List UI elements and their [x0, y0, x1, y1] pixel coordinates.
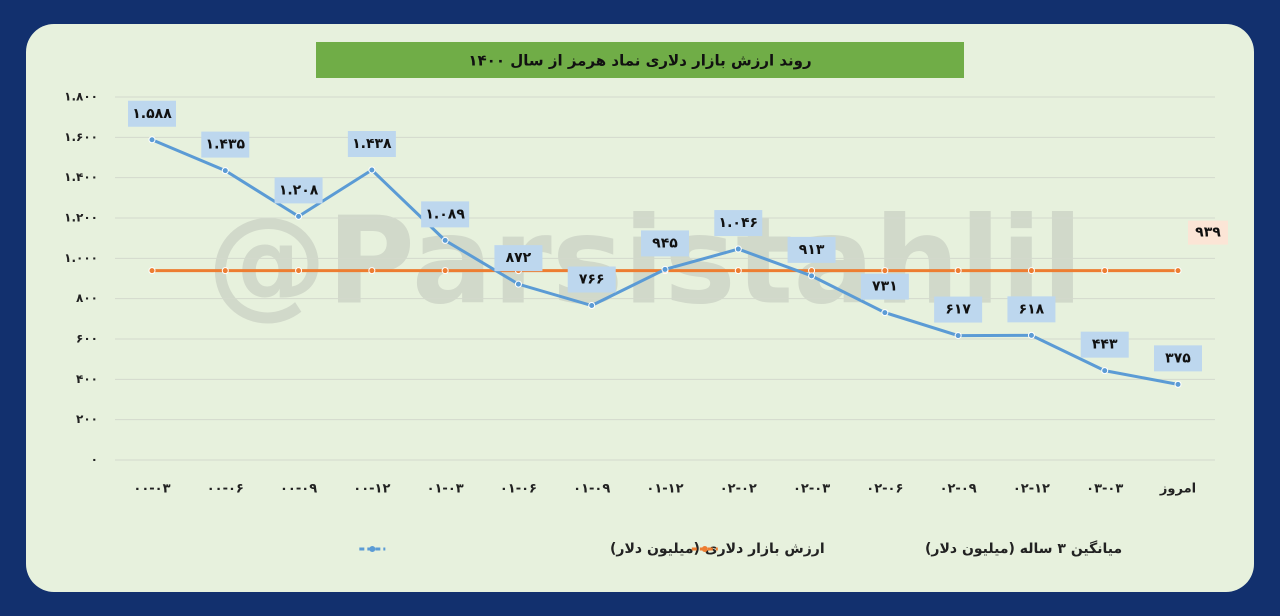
- label-box: [714, 210, 763, 237]
- y-tick-label: ۱.۸۰۰: [64, 90, 98, 104]
- point: [221, 267, 229, 275]
- y-tick-label: ۲۰۰: [76, 412, 98, 426]
- y-tick-label: ۸۰۰: [76, 291, 98, 305]
- legend-dot: [701, 546, 708, 552]
- point: [368, 267, 376, 275]
- x-tick-label: ۰۲-۰۳: [793, 482, 830, 497]
- x-tick-label: ۰۲-۰۹: [940, 482, 977, 497]
- point: [148, 136, 156, 144]
- point: [295, 212, 303, 220]
- point: [1174, 267, 1182, 275]
- label-box: [201, 131, 250, 158]
- y-tick-label: ۰: [91, 453, 98, 467]
- data-label: ۱.۴۳۵: [206, 137, 246, 153]
- x-tick-label: ۰۱-۰۹: [573, 482, 610, 497]
- point: [954, 267, 962, 275]
- point: [295, 267, 303, 275]
- data-label: ۷۳۱: [872, 279, 898, 295]
- legend-label: میانگین ۳ ساله (میلیون دلار): [925, 540, 1122, 557]
- point: [1027, 267, 1035, 275]
- y-tick-label: ۱.۴۰۰: [64, 170, 98, 184]
- label-box: [567, 266, 616, 293]
- point: [148, 267, 156, 275]
- label-box: [1080, 331, 1129, 358]
- label-box: [641, 230, 689, 257]
- x-tick-label: ۰۲-۰۶: [866, 482, 903, 497]
- x-tick-label: ۰۰-۱۲: [353, 482, 390, 497]
- data-label: ۱.۴۳۸: [352, 136, 392, 152]
- chart-title: روند ارزش بازار دلاری نماد هرمز از سال ۱…: [468, 52, 811, 70]
- x-tick-label: ۰۱-۱۲: [646, 482, 683, 497]
- label-box: [1188, 220, 1228, 245]
- label-box: [934, 296, 983, 323]
- data-label: ۹۱۳: [799, 242, 825, 258]
- panel: [26, 24, 1254, 592]
- x-tick-label: ۰۰-۰۳: [133, 482, 170, 497]
- y-tick-label: ۱.۰۰۰: [64, 251, 98, 265]
- x-tick-label: امروز: [1159, 482, 1196, 497]
- label-box: [1007, 296, 1056, 323]
- data-label: ۴۴۳: [1092, 337, 1118, 353]
- point: [808, 272, 816, 280]
- label-box: [494, 245, 543, 272]
- point: [734, 267, 742, 275]
- point: [734, 245, 742, 253]
- x-tick-label: ۰۳-۰۳: [1086, 482, 1123, 497]
- x-tick-label: ۰۱-۰۳: [427, 482, 464, 497]
- data-label: ۱.۲۰۸: [279, 182, 319, 198]
- y-tick-label: ۶۰۰: [76, 332, 98, 346]
- x-tick-label: ۰۰-۰۶: [207, 482, 244, 497]
- x-tick-label: ۰۰-۰۹: [280, 482, 317, 497]
- y-tick-label: ۴۰۰: [76, 372, 98, 386]
- y-tick-label: ۱.۶۰۰: [64, 130, 98, 144]
- point: [441, 236, 449, 244]
- point: [881, 267, 889, 275]
- data-label: ۳۷۵: [1165, 350, 1191, 366]
- point: [954, 332, 962, 340]
- legend-dot: [369, 546, 376, 552]
- data-label: ۶۱۸: [1019, 301, 1045, 317]
- data-label: ۹۳۹: [1195, 225, 1221, 241]
- point: [1174, 380, 1182, 388]
- point: [1101, 367, 1109, 375]
- point: [441, 267, 449, 275]
- data-label: ۸۷۲: [506, 250, 532, 266]
- data-label: ۷۶۶: [579, 272, 605, 288]
- data-label: ۱.۰۸۹: [425, 206, 465, 222]
- data-label: ۱.۵۸۸: [132, 106, 172, 122]
- point: [1027, 331, 1035, 339]
- point: [588, 302, 596, 310]
- point: [1101, 267, 1109, 275]
- label-box: [421, 201, 470, 228]
- point: [514, 280, 522, 288]
- data-label: ۶۱۷: [945, 302, 971, 318]
- point: [881, 309, 889, 317]
- x-tick-label: ۰۱-۰۶: [500, 482, 537, 497]
- label-box: [787, 236, 836, 263]
- title-box: [316, 42, 964, 78]
- label-box: [347, 131, 396, 158]
- point: [661, 265, 669, 273]
- point: [221, 167, 229, 175]
- label-box: [1154, 345, 1202, 372]
- data-label: ۹۴۵: [652, 235, 678, 251]
- point: [368, 166, 376, 174]
- label-box: [128, 100, 176, 127]
- label-box: [860, 273, 909, 300]
- x-tick-label: ۰۲-۰۲: [720, 482, 757, 497]
- y-tick-label: ۱.۲۰۰: [64, 211, 98, 225]
- x-tick-label: ۰۲-۱۲: [1013, 482, 1050, 497]
- data-label: ۱.۰۴۶: [719, 215, 759, 231]
- label-box: [274, 177, 323, 204]
